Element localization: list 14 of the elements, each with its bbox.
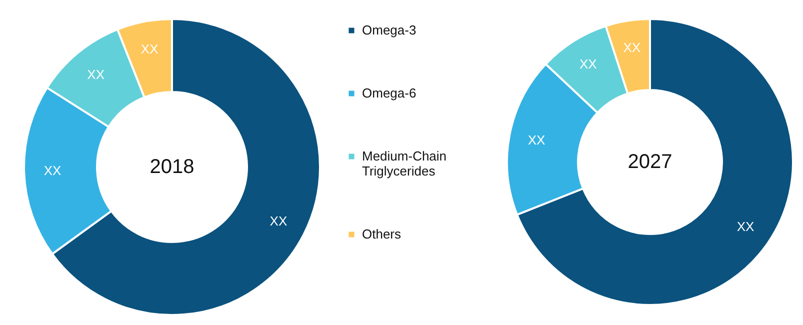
text: 2027 [628, 151, 672, 173]
data-label: XX [270, 213, 288, 228]
text: 2018 [150, 156, 194, 178]
data-label: XX [87, 66, 105, 82]
data-label: XX [528, 132, 546, 148]
data-label: XX [623, 40, 641, 55]
data-label: XX [140, 42, 159, 57]
data-label: XX [579, 56, 598, 72]
legend-label: Others [362, 226, 402, 242]
legend-label: Omega-3 [362, 22, 416, 38]
data-label: XX [44, 162, 62, 178]
legend-label: Medium-Chain Triglycerides [362, 148, 447, 178]
legend-label: Omega-6 [362, 86, 416, 100]
data-label: XX [736, 218, 755, 234]
